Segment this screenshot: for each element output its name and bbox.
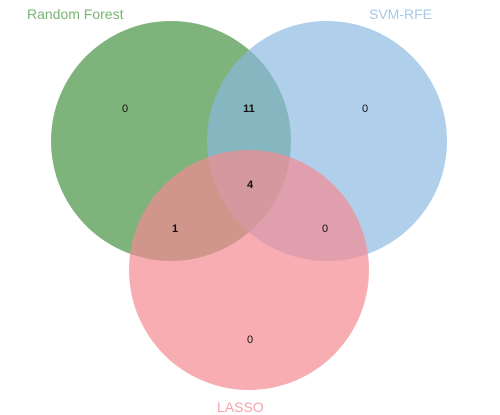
count-lasso-only: 0 [247, 334, 253, 346]
count-all-three: 4 [247, 179, 254, 191]
label-svm-rfe: SVM-RFE [369, 6, 432, 22]
count-svm-only: 0 [362, 103, 368, 115]
count-rf-only: 0 [122, 103, 128, 115]
label-lasso: LASSO [217, 399, 264, 415]
label-random-forest: Random Forest [27, 6, 124, 22]
count-rf-lasso: 1 [172, 223, 178, 235]
circle-lasso [129, 150, 369, 390]
count-svm-lasso: 0 [322, 223, 328, 235]
count-rf-svm: 11 [243, 103, 255, 115]
